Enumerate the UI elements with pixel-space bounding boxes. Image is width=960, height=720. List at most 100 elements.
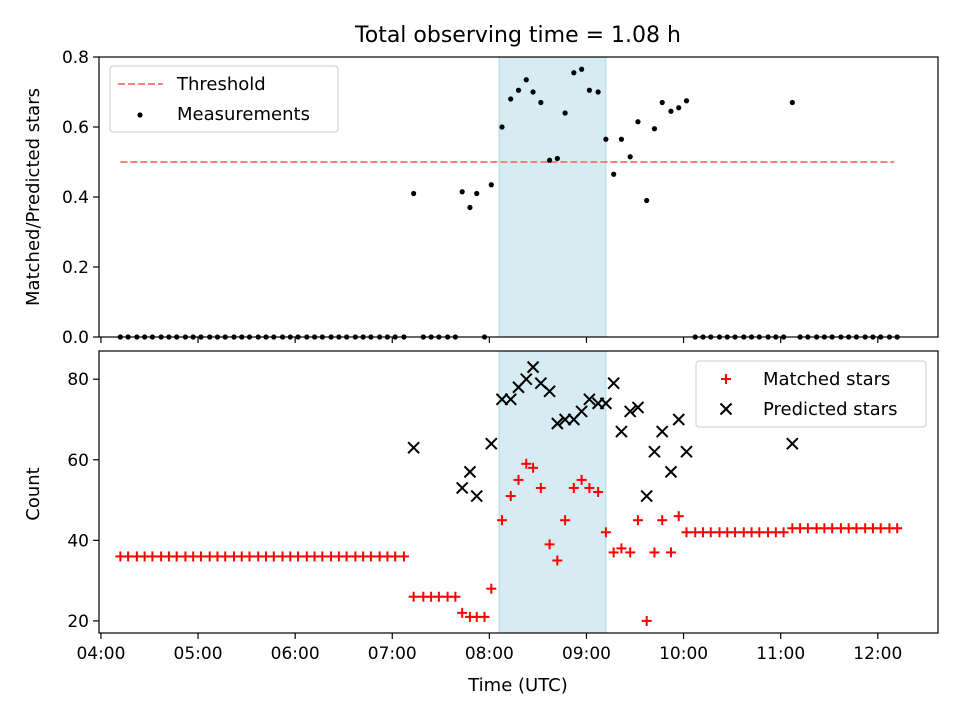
matched-star-point (851, 523, 862, 534)
matched-star-point (408, 591, 419, 602)
legend-matched-marker (721, 374, 731, 384)
measurement-point (595, 89, 601, 95)
bottom-x-axis: 04:00 05:00 06:00 07:00 08:00 09:00 10:00 11:00… (76, 633, 902, 664)
matched-star-point (528, 462, 539, 473)
matched-star-point (625, 547, 636, 558)
matched-star-point (496, 515, 507, 526)
matched-star-point (195, 551, 206, 562)
matched-star-point (641, 615, 652, 626)
bottom-y-axis: 20 40 60 80 (67, 370, 99, 632)
marker-stroke (463, 465, 477, 479)
marker-stroke (575, 405, 588, 418)
predicted-star-point (607, 377, 620, 390)
marker-stroke (664, 465, 678, 479)
predicted-star-point (623, 405, 637, 418)
legend-matched-swatch (721, 374, 731, 384)
measurement-point (579, 66, 585, 72)
matched-star-point (616, 543, 627, 554)
matched-star-point (544, 539, 555, 550)
measurement-point (789, 99, 795, 106)
marker-stroke (631, 401, 645, 414)
marker-stroke (623, 405, 637, 418)
legend-matched-label: Matched stars (763, 369, 890, 390)
marker-stroke (504, 393, 517, 406)
matched-star-point (608, 547, 619, 558)
bottom-y-axis-label: Count (23, 467, 44, 520)
x-tick-label: 09:00 (562, 644, 611, 664)
measurement-point (488, 182, 494, 188)
marker-stroke (656, 425, 669, 438)
matched-star-point (584, 482, 595, 493)
matched-star-point (293, 551, 304, 562)
measurement-point (515, 87, 522, 93)
matched-stars-series (115, 458, 903, 626)
top-ytick-label: 0.0 (62, 328, 89, 348)
matched-star-point (147, 551, 158, 562)
matched-star-point (875, 523, 886, 534)
predicted-star-point (680, 445, 693, 458)
measurement-point (554, 155, 560, 162)
legend-predicted-swatch (719, 402, 733, 416)
marker-stroke (470, 489, 483, 503)
measurement-point (651, 126, 658, 132)
marker-stroke (583, 393, 596, 406)
measurement-point (683, 98, 690, 104)
predicted-star-point (504, 393, 517, 406)
matched-star-point (513, 474, 524, 485)
x-axis-label: Time (UTC) (467, 675, 568, 696)
top-y-axis: 0.0 0.2 0.4 0.6 0.8 (62, 48, 99, 348)
predicted-star-point (470, 489, 483, 503)
matched-star-point (552, 555, 563, 566)
marker-stroke (680, 445, 693, 458)
matched-star-point (123, 551, 134, 562)
measurement-point (538, 99, 544, 106)
legend-measurements-swatch (137, 112, 143, 118)
predicted-star-point (485, 437, 498, 450)
x-tick-label: 04:00 (76, 644, 125, 664)
matched-star-point (754, 527, 765, 538)
matched-star-point (681, 527, 692, 538)
measurement-point (411, 190, 417, 197)
matched-star-point (892, 523, 903, 534)
predicted-star-point (575, 405, 588, 418)
predicted-star-point (631, 401, 645, 414)
predicted-star-point (463, 465, 477, 479)
matched-star-point (268, 551, 279, 562)
measurement-point (603, 136, 609, 142)
top-shaded-region (498, 56, 607, 338)
marker-stroke (640, 489, 653, 503)
measurement-point (676, 105, 682, 111)
measurement-point (635, 119, 641, 125)
marker-stroke (526, 360, 540, 374)
predicted-star-point (672, 413, 685, 426)
x-tick-label: 06:00 (271, 644, 320, 664)
matched-star-point (802, 523, 813, 534)
marker-stroke (607, 377, 620, 390)
predicted-star-point (551, 417, 564, 430)
top-legend-box (109, 65, 339, 133)
legend-predicted-label: Predicted stars (763, 399, 897, 420)
predicted-star-point (599, 397, 613, 410)
matched-star-point (778, 527, 789, 538)
matched-star-point (535, 482, 546, 493)
marker-stroke (648, 445, 661, 458)
predicted-star-point (615, 425, 628, 438)
top-ytick-label: 0.8 (62, 48, 89, 68)
predicted-stars-series (407, 360, 799, 503)
marker-stroke (534, 377, 548, 390)
matched-star-point (827, 523, 838, 534)
predicted-star-point (543, 385, 556, 398)
matched-star-point (705, 527, 716, 538)
measurement-point (627, 154, 633, 160)
predicted-star-point (648, 445, 661, 458)
matched-star-point (505, 491, 516, 502)
x-tick-label: 12:00 (853, 644, 902, 664)
predicted-star-point (656, 425, 669, 438)
bottom-ytick-label: 40 (67, 531, 89, 551)
matched-star-point (457, 607, 468, 618)
marker-stroke (543, 385, 556, 398)
x-tick-label: 07:00 (368, 644, 417, 664)
matched-star-point (341, 551, 352, 562)
top-ytick-label: 0.2 (62, 258, 89, 278)
